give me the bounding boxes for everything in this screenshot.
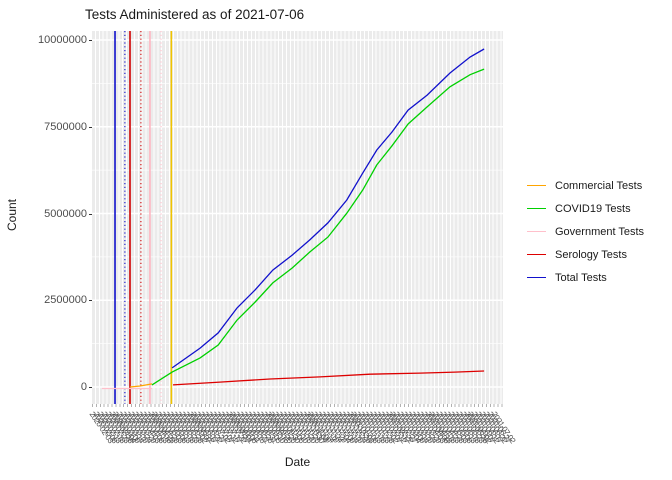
chart-title: Tests Administered as of 2021-07-06 (85, 7, 305, 22)
x-axis-title: Date (284, 455, 311, 469)
y-tick-label: 2500000 (44, 294, 87, 307)
y-tick-label: 0 (80, 381, 87, 393)
y-tick-mark (89, 300, 92, 302)
legend-key-line (527, 208, 546, 209)
x-axis-date-labels: 2020-02-03 2020-02-08 2020-02-13 2020-02-18… (55, 409, 525, 456)
series-line-serology-tests (172, 370, 485, 386)
y-tick-mark (89, 387, 92, 388)
y-tick-label: 5000000 (44, 207, 87, 220)
legend-entry: Serology Tests (527, 243, 644, 266)
legend-entry: Government Tests (527, 220, 644, 243)
legend-entry: Total Tests (527, 266, 644, 289)
legend-key-line (527, 254, 546, 255)
series-line-total-tests (171, 48, 485, 369)
legend-entry: COVID19 Tests (527, 197, 644, 220)
y-tick-mark (89, 213, 92, 215)
plot-canvas (92, 31, 503, 404)
legend-label: Commercial Tests (555, 179, 643, 192)
plot-panel (92, 31, 503, 404)
y-tick-mark (89, 126, 92, 128)
legend-label: Serology Tests (555, 248, 627, 261)
legend: Commercial Tests COVID19 Tests Government … (527, 174, 644, 289)
series-line-commercial-tests (129, 383, 153, 388)
legend-key-line (527, 277, 546, 278)
legend-key-line (527, 231, 546, 232)
legend-label: Government Tests (555, 225, 645, 238)
series-line-covid19-tests (151, 68, 485, 386)
legend-key-line (527, 185, 546, 186)
y-tick-label: 7500000 (44, 120, 87, 133)
legend-label: COVID19 Tests (555, 202, 631, 215)
y-tick-mark (89, 40, 92, 41)
x-axis-tick-marks (92, 404, 503, 407)
legend-entry: Commercial Tests (527, 174, 644, 197)
y-tick-label: 10000000 (38, 34, 87, 46)
legend-label: Total Tests (555, 271, 607, 284)
